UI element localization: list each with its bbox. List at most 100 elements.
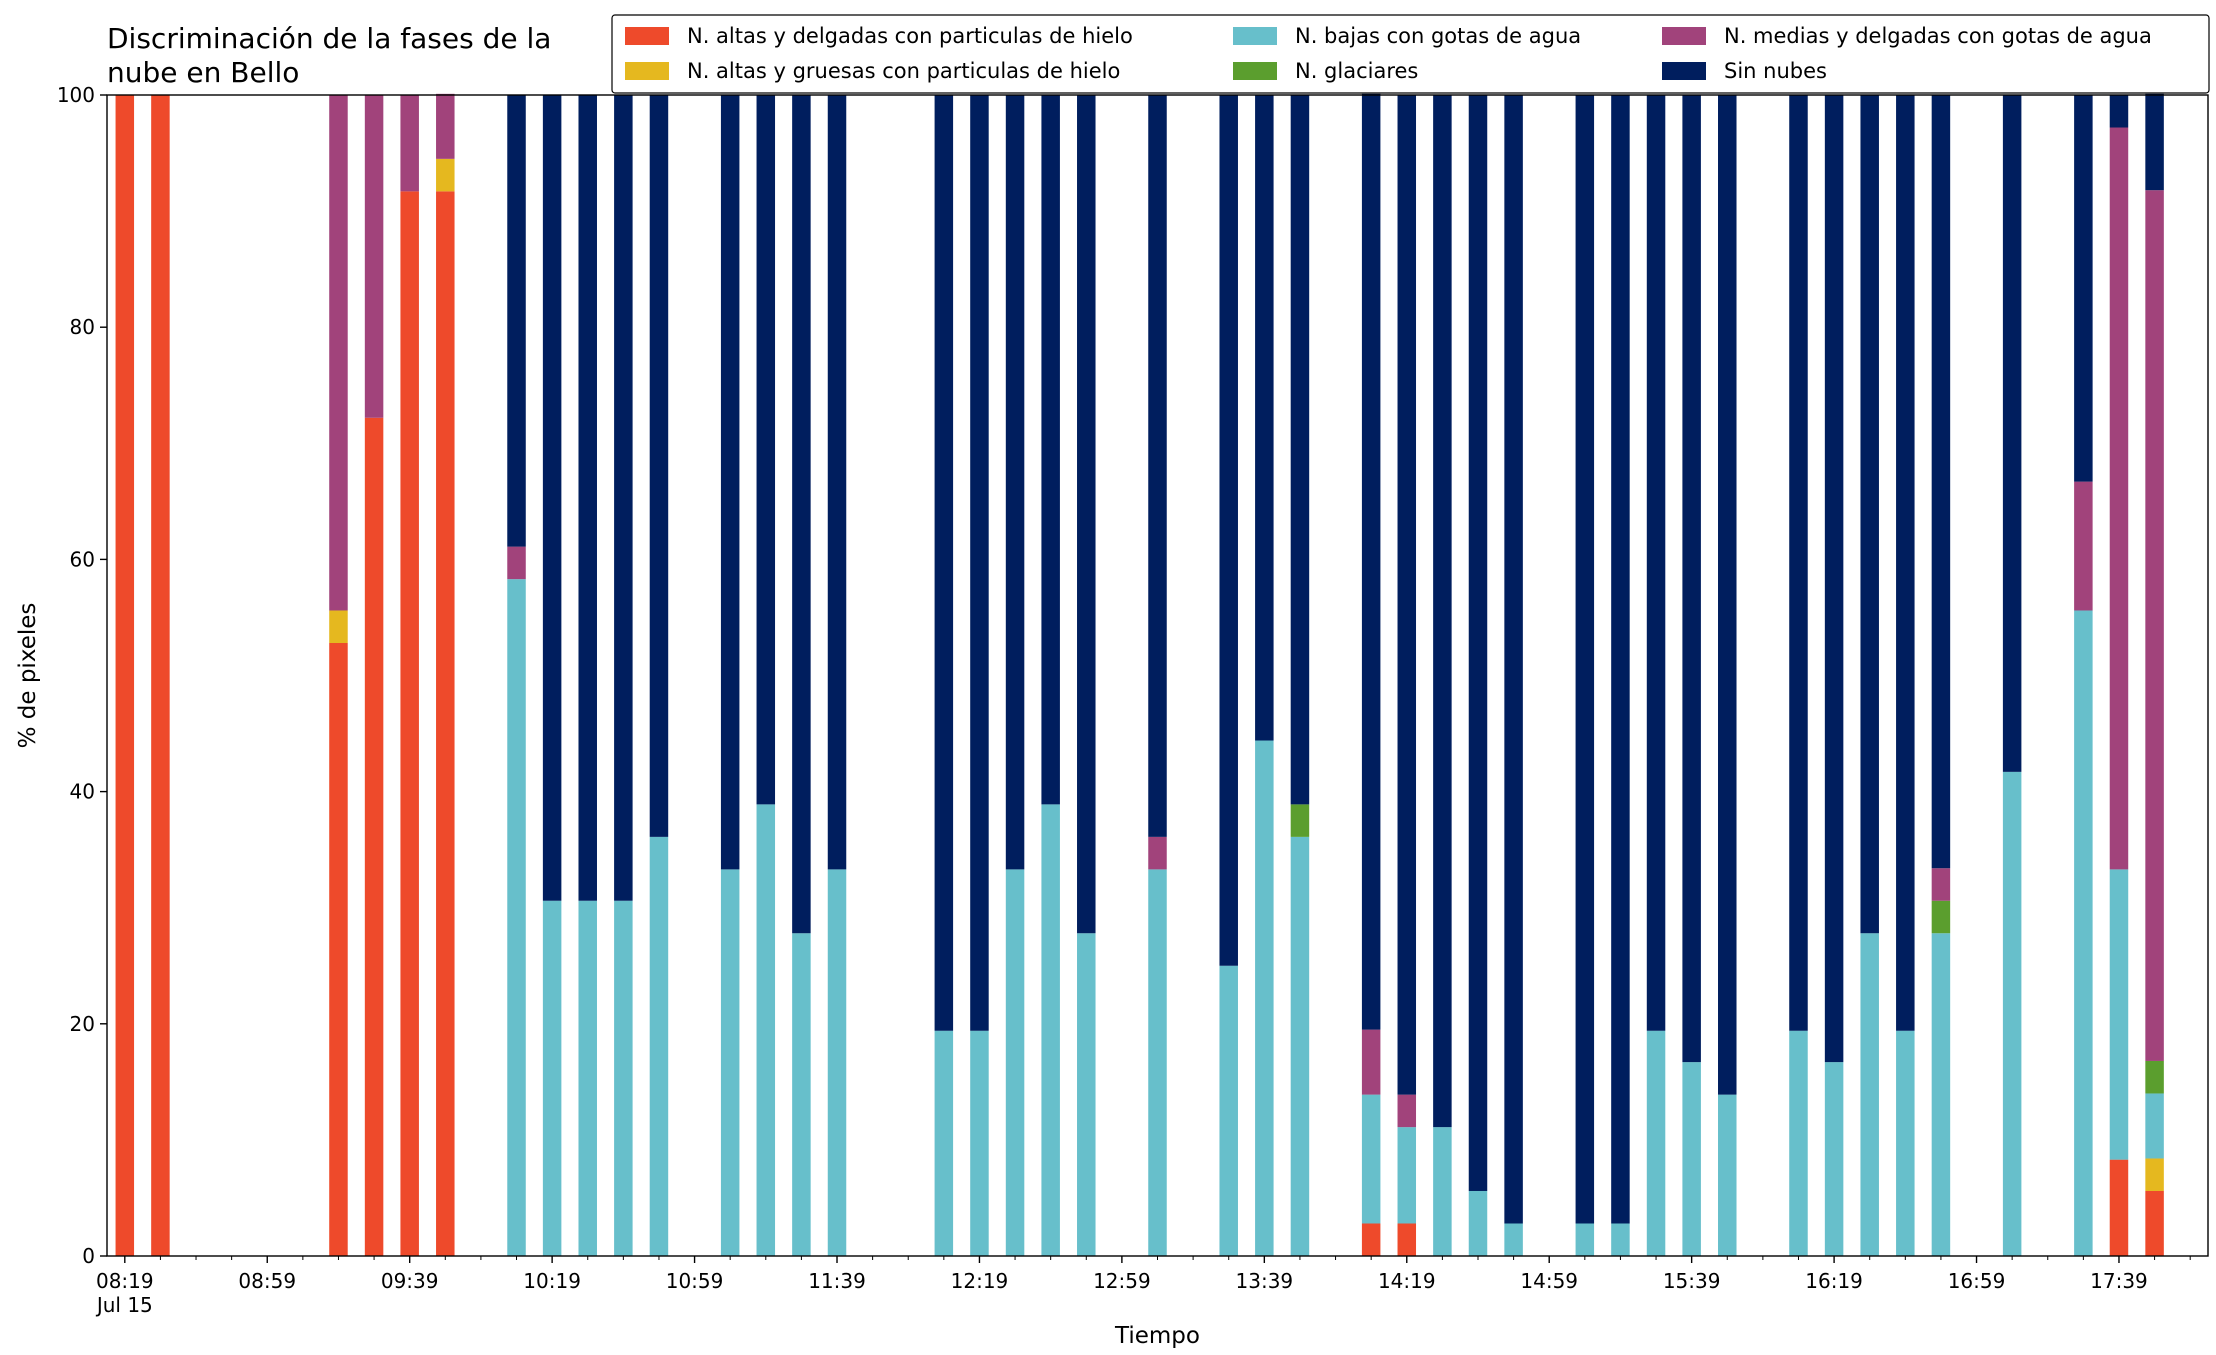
legend-swatch [1233,27,1277,45]
bar-segment [2109,95,2129,128]
bar-segment [1148,95,1167,837]
x-tick-label: 17:39 [2090,1269,2148,1293]
x-tick-label: 09:39 [381,1269,439,1293]
bar-segment [1433,95,1452,1128]
bar-segment [507,579,526,1256]
x-tick-label: 16:59 [1948,1269,2006,1293]
legend-label: N. medias y delgadas con gotas de agua [1724,24,2152,48]
x-tick-label: 12:59 [1093,1269,1151,1293]
bar-segment [2002,95,2022,772]
legend-label: Sin nubes [1724,59,1827,83]
x-tick-label: 10:19 [523,1269,581,1293]
x-tick-label: 11:39 [808,1269,866,1293]
x-tick-label: 14:59 [1520,1269,1578,1293]
bar-segment [1397,95,1417,1095]
bar-segment [1148,869,1167,1256]
bar-segment [2109,1159,2129,1256]
bar-segment [1611,1223,1630,1256]
bar-segment [1718,95,1737,1095]
bar-segment [756,804,776,1256]
bar-segment [934,95,954,1031]
bar-segment [1682,95,1701,1063]
legend-label: N. bajas con gotas de agua [1295,24,1581,48]
bar-segment [1682,1062,1701,1256]
bar-segment [436,93,455,159]
bar-segment [1397,1127,1417,1224]
bar-segment [720,869,740,1256]
y-tick-label: 80 [70,315,95,339]
legend-label: N. altas y delgadas con particulas de hi… [687,24,1133,48]
y-axis-label: % de pixeles [15,603,41,749]
bar-segment [436,158,455,192]
bar-segment [1860,933,1879,1256]
bar-segment [1077,933,1096,1256]
legend-swatch [625,27,669,45]
bar-segment [400,191,419,1256]
bar-segment [649,836,669,1256]
x-tick-label: 16:19 [1805,1269,1863,1293]
bar-segment [1824,1062,1844,1256]
bar-segment [1077,95,1096,934]
bar-segment [1219,965,1238,1256]
bar-segment [970,95,989,1031]
bar-segment [1575,1223,1595,1256]
legend: N. altas y delgadas con particulas de hi… [611,14,2210,94]
bar-segment [720,95,740,870]
x-sublabel: Jul 15 [95,1293,153,1317]
bar-segment [2145,1060,2164,1094]
bar-segment [1931,933,1951,1256]
x-tick-label: 08:59 [238,1269,296,1293]
bar-segment [2145,93,2164,191]
bar-segment [649,95,669,837]
bar-segment [2074,481,2093,611]
bar-segment [970,1030,989,1256]
bar-segment [1646,1030,1666,1256]
bar-segment [542,95,562,901]
legend-swatch [625,62,669,80]
bar-segment [542,900,562,1256]
bar-segment [1789,1030,1808,1256]
bar-segment [1433,1127,1452,1256]
bar-segment [1005,869,1025,1256]
bar-segment [578,900,597,1256]
bar-segment [1148,836,1167,870]
bar-segment [1896,95,1915,1031]
bar-segment [614,900,633,1256]
bar-segment [1361,1094,1381,1224]
bar-segment [329,642,348,1256]
bar-segment [2145,190,2164,1061]
bar-segment [792,933,811,1256]
bar-segment [1041,804,1060,1256]
bar-segment [1504,1223,1523,1256]
legend-swatch [1662,62,1706,80]
bar-segment [827,95,847,870]
bar-segment [1005,95,1025,870]
x-tick-label: 12:19 [951,1269,1009,1293]
bar-segment [2074,610,2093,1256]
x-tick-label: 13:39 [1236,1269,1294,1293]
bar-segment [1931,95,1951,869]
bar-segment [2145,1158,2164,1191]
bar-segment [1255,740,1274,1256]
legend-swatch [1662,27,1706,45]
bar-segment [2074,95,2093,482]
bar-segment [400,95,419,192]
bar-segment [2145,1190,2164,1256]
x-axis-label: Tiempo [1114,1323,1200,1349]
bar-segment [1896,1030,1915,1256]
bar-segment [1646,95,1666,1031]
x-tick-label: 08:19 [96,1269,154,1293]
bar-segment [2109,869,2129,1160]
x-tick-label: 14:19 [1378,1269,1436,1293]
bar-segment [2145,1093,2164,1159]
bar-segment [436,191,455,1256]
bar-segment [1611,95,1630,1224]
bar-segment [1931,868,1951,901]
bar-segment [1468,95,1488,1191]
bar-segment [1789,95,1808,1031]
bar-segment [1361,1223,1381,1256]
bar-segment [115,95,135,1256]
bar-segment [1219,95,1238,966]
